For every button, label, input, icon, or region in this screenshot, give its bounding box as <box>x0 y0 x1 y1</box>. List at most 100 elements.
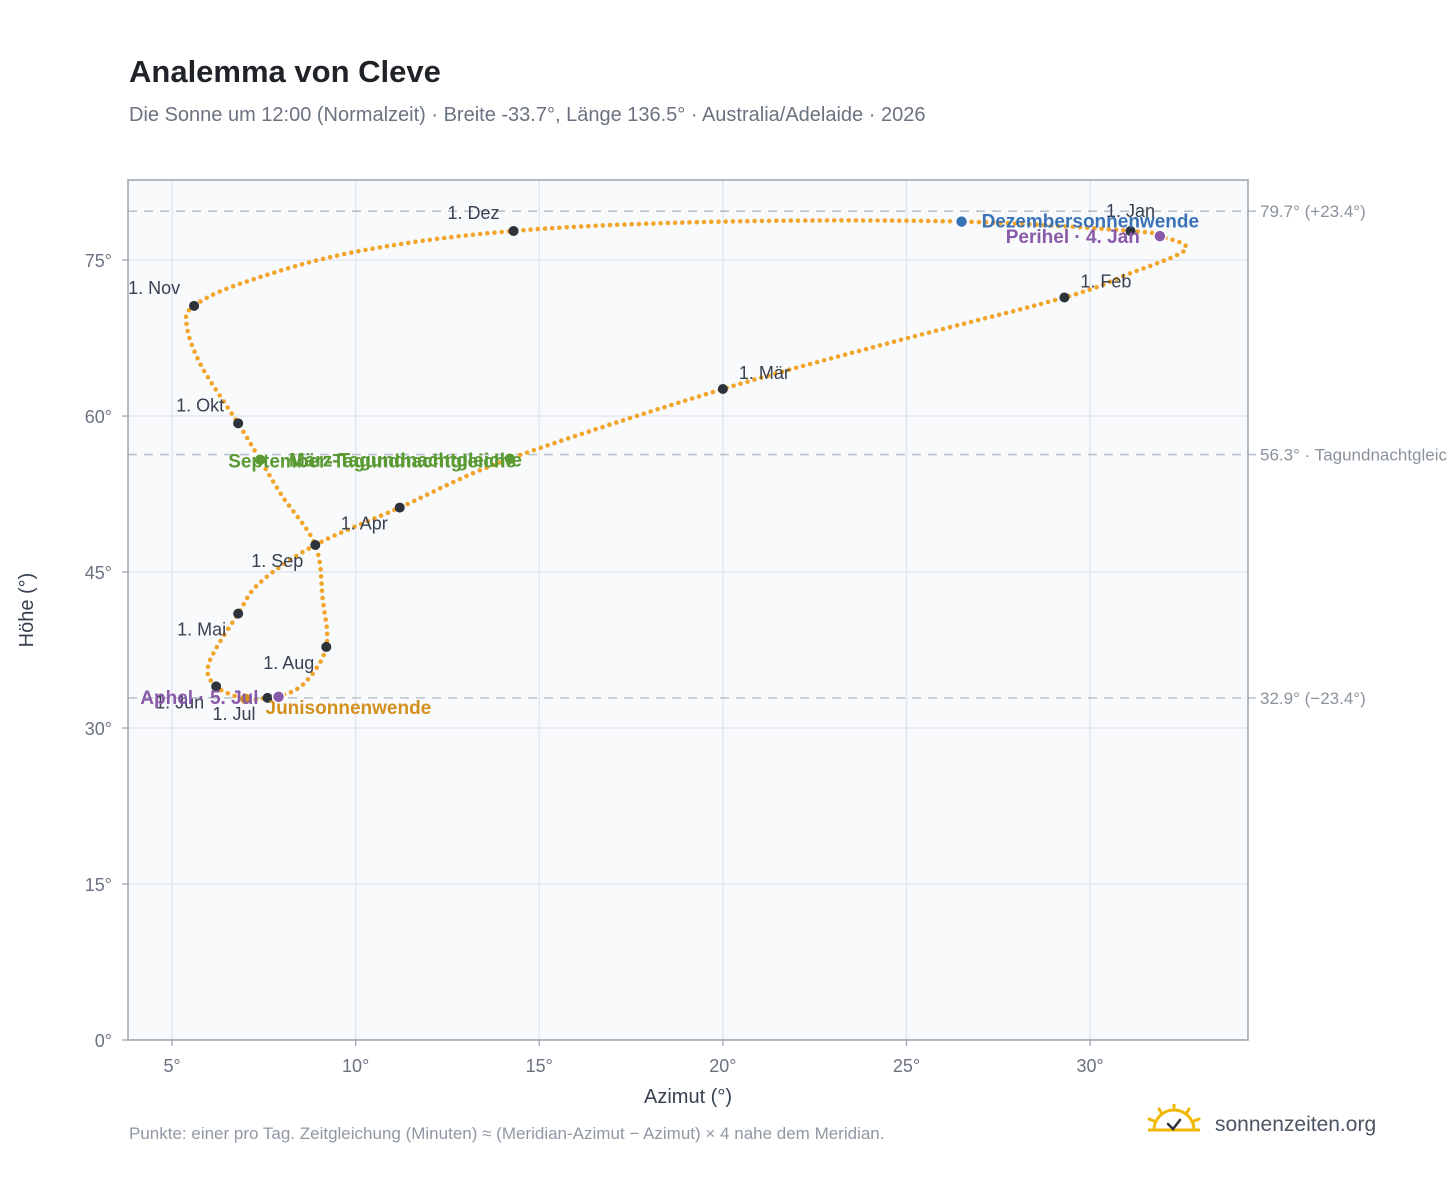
day-dot <box>286 503 292 508</box>
day-dot <box>365 518 371 524</box>
day-dot <box>634 413 640 419</box>
event-label: Dezembersonnenwende <box>982 212 1199 233</box>
chart-title: Analemma von Cleve <box>129 54 441 89</box>
day-dot <box>759 375 764 380</box>
day-dot <box>586 429 592 434</box>
month-marker <box>717 384 728 395</box>
day-dot <box>295 686 300 692</box>
day-dot <box>828 356 834 361</box>
y-tick-label: 60° <box>85 407 112 427</box>
day-dot <box>752 218 757 224</box>
day-dot <box>281 561 287 567</box>
day-dot <box>464 473 469 479</box>
day-dot <box>214 644 220 650</box>
day-dot <box>676 400 681 406</box>
day-dot <box>998 220 1003 226</box>
day-dot <box>989 314 995 319</box>
day-dot <box>358 521 364 527</box>
day-dot <box>716 219 721 224</box>
day-dot <box>863 346 869 352</box>
day-dot <box>807 361 813 367</box>
day-dot <box>345 527 351 532</box>
day-dot <box>208 678 213 683</box>
x-tick-label: 5° <box>163 1056 180 1076</box>
day-dot <box>1094 285 1099 290</box>
day-dot <box>210 292 216 297</box>
day-dot <box>730 219 736 224</box>
day-dot <box>759 218 765 224</box>
day-dot <box>384 243 390 249</box>
month-label: 1. Aug <box>263 653 314 673</box>
day-dot <box>267 472 272 478</box>
day-dot <box>241 601 246 607</box>
day-dot <box>545 443 550 448</box>
day-dot <box>1120 273 1126 279</box>
day-dot <box>217 289 222 294</box>
day-dot <box>230 620 235 625</box>
event-marker <box>253 452 267 467</box>
day-dot <box>477 231 483 237</box>
day-dot <box>385 510 391 516</box>
day-dot <box>708 219 714 225</box>
day-dot <box>788 218 794 223</box>
month-marker <box>1125 225 1136 236</box>
day-dot <box>370 246 375 251</box>
day-dot <box>565 436 571 441</box>
day-dot <box>248 589 254 595</box>
day-dot <box>737 219 743 224</box>
day-dot <box>499 229 505 235</box>
day-dot <box>636 221 642 227</box>
day-dot <box>1048 223 1054 228</box>
day-dot <box>195 355 200 361</box>
day-dot <box>398 241 404 247</box>
day-dot <box>884 341 890 346</box>
day-dot <box>217 393 222 398</box>
day-dot <box>1154 261 1160 266</box>
day-dot <box>842 352 848 358</box>
day-dot <box>282 497 288 503</box>
x-tick-label: 15° <box>526 1056 553 1076</box>
day-dot <box>528 227 533 232</box>
day-dot <box>319 588 325 594</box>
day-dot <box>535 226 541 232</box>
day-dot <box>278 268 284 273</box>
month-label: 1. Dez <box>448 203 500 223</box>
day-dot <box>300 682 306 687</box>
day-dot <box>1070 224 1076 230</box>
day-dot <box>593 223 598 229</box>
day-dot <box>259 579 264 584</box>
day-dot <box>622 222 627 227</box>
day-dot <box>607 222 613 228</box>
brand-logo[interactable]: sonnenzeiten.org <box>1146 1104 1406 1148</box>
day-dot <box>470 232 476 238</box>
day-dot <box>434 236 440 242</box>
day-dot <box>658 220 663 226</box>
month-marker <box>1059 292 1070 303</box>
day-dot <box>1038 301 1044 307</box>
day-dot <box>723 219 728 224</box>
day-dot <box>437 486 443 491</box>
day-dot <box>975 317 981 323</box>
day-dot <box>1045 299 1051 305</box>
day-dot <box>325 536 331 541</box>
day-dot <box>925 218 931 224</box>
day-dot <box>285 266 291 271</box>
day-dot <box>391 242 397 248</box>
month-marker <box>508 225 519 236</box>
day-dot <box>954 323 960 328</box>
day-dot <box>1127 271 1133 276</box>
day-dot <box>1141 266 1146 271</box>
day-dot <box>648 409 653 414</box>
day-dot <box>831 218 837 223</box>
day-dot <box>703 391 709 397</box>
day-dot <box>477 468 483 473</box>
day-dot <box>201 368 207 374</box>
day-dot <box>229 411 234 416</box>
day-dot <box>662 404 667 410</box>
day-dot <box>324 631 330 637</box>
day-dot <box>766 218 772 224</box>
reference-line-label: 56.3° · Tagundnachtgleiche <box>1260 446 1448 465</box>
day-dot <box>317 559 323 565</box>
day-dot <box>655 407 660 412</box>
